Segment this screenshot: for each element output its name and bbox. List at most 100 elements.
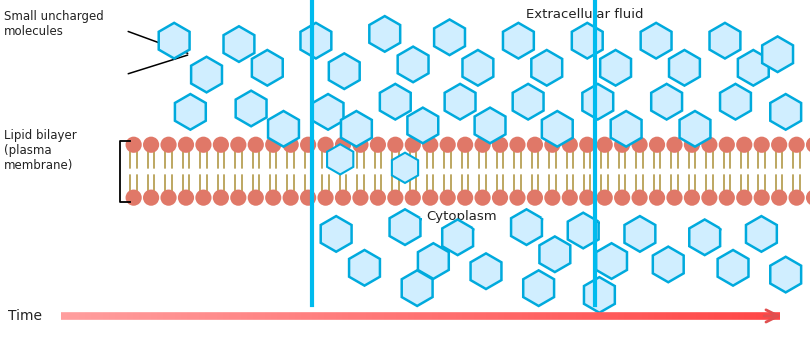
Ellipse shape	[283, 137, 299, 153]
Ellipse shape	[667, 137, 683, 153]
Ellipse shape	[561, 137, 578, 153]
Ellipse shape	[248, 137, 264, 153]
Polygon shape	[611, 111, 642, 147]
Ellipse shape	[300, 190, 316, 206]
Ellipse shape	[143, 190, 160, 206]
Polygon shape	[380, 84, 411, 120]
Polygon shape	[539, 236, 570, 272]
Ellipse shape	[387, 137, 403, 153]
Polygon shape	[710, 23, 740, 59]
Polygon shape	[720, 84, 751, 120]
Ellipse shape	[422, 137, 438, 153]
Ellipse shape	[300, 137, 316, 153]
Polygon shape	[600, 50, 631, 86]
Ellipse shape	[387, 190, 403, 206]
Ellipse shape	[475, 137, 491, 153]
Ellipse shape	[614, 190, 630, 206]
Ellipse shape	[771, 190, 787, 206]
Ellipse shape	[160, 137, 177, 153]
Ellipse shape	[701, 190, 718, 206]
Ellipse shape	[475, 190, 491, 206]
Ellipse shape	[160, 190, 177, 206]
Polygon shape	[252, 50, 283, 86]
Ellipse shape	[440, 137, 456, 153]
Ellipse shape	[335, 137, 351, 153]
Text: Time: Time	[8, 309, 42, 323]
Polygon shape	[475, 107, 505, 143]
Polygon shape	[572, 23, 603, 59]
Ellipse shape	[526, 190, 543, 206]
Ellipse shape	[457, 137, 473, 153]
Polygon shape	[653, 246, 684, 282]
Polygon shape	[327, 144, 353, 175]
Polygon shape	[738, 50, 769, 86]
Ellipse shape	[806, 190, 810, 206]
Text: Lipid bilayer
(plasma
membrane): Lipid bilayer (plasma membrane)	[4, 129, 77, 172]
Ellipse shape	[335, 190, 351, 206]
Ellipse shape	[265, 137, 281, 153]
Ellipse shape	[265, 190, 281, 206]
Ellipse shape	[718, 190, 735, 206]
Polygon shape	[568, 213, 599, 248]
Polygon shape	[392, 153, 418, 183]
Polygon shape	[770, 94, 801, 130]
Polygon shape	[434, 19, 465, 55]
Ellipse shape	[492, 137, 508, 153]
Ellipse shape	[561, 190, 578, 206]
Ellipse shape	[649, 137, 665, 153]
Ellipse shape	[509, 137, 526, 153]
Polygon shape	[390, 209, 420, 245]
Polygon shape	[582, 84, 613, 120]
Ellipse shape	[230, 190, 246, 206]
Ellipse shape	[771, 137, 787, 153]
Polygon shape	[236, 91, 266, 126]
Ellipse shape	[667, 190, 683, 206]
Polygon shape	[746, 216, 777, 252]
Ellipse shape	[405, 137, 421, 153]
Ellipse shape	[126, 190, 142, 206]
Ellipse shape	[718, 137, 735, 153]
Ellipse shape	[492, 190, 508, 206]
Ellipse shape	[684, 190, 700, 206]
Ellipse shape	[509, 190, 526, 206]
Ellipse shape	[370, 190, 386, 206]
Polygon shape	[762, 36, 793, 72]
Ellipse shape	[283, 190, 299, 206]
Ellipse shape	[370, 137, 386, 153]
Polygon shape	[418, 243, 449, 279]
Polygon shape	[651, 84, 682, 120]
Ellipse shape	[213, 190, 229, 206]
Text: Extracellular fluid: Extracellular fluid	[526, 8, 644, 21]
Ellipse shape	[579, 137, 595, 153]
Ellipse shape	[544, 137, 561, 153]
Ellipse shape	[440, 190, 456, 206]
Polygon shape	[625, 216, 655, 252]
Polygon shape	[689, 219, 720, 255]
Polygon shape	[369, 16, 400, 52]
Ellipse shape	[248, 190, 264, 206]
Ellipse shape	[178, 137, 194, 153]
Polygon shape	[402, 270, 433, 306]
Ellipse shape	[195, 190, 211, 206]
Ellipse shape	[457, 190, 473, 206]
Polygon shape	[523, 270, 554, 306]
Polygon shape	[442, 219, 473, 255]
Ellipse shape	[352, 190, 369, 206]
Text: Cytoplasm: Cytoplasm	[426, 210, 497, 223]
Ellipse shape	[806, 137, 810, 153]
Text: Small uncharged
molecules: Small uncharged molecules	[4, 10, 104, 38]
Ellipse shape	[753, 137, 770, 153]
Ellipse shape	[544, 190, 561, 206]
Polygon shape	[463, 50, 493, 86]
Polygon shape	[349, 250, 380, 286]
Ellipse shape	[597, 137, 613, 153]
Polygon shape	[718, 250, 748, 286]
Ellipse shape	[230, 137, 246, 153]
Polygon shape	[445, 84, 475, 120]
Ellipse shape	[788, 190, 804, 206]
Polygon shape	[542, 111, 573, 147]
Polygon shape	[268, 111, 299, 147]
Polygon shape	[329, 53, 360, 89]
Ellipse shape	[143, 137, 160, 153]
Ellipse shape	[195, 137, 211, 153]
